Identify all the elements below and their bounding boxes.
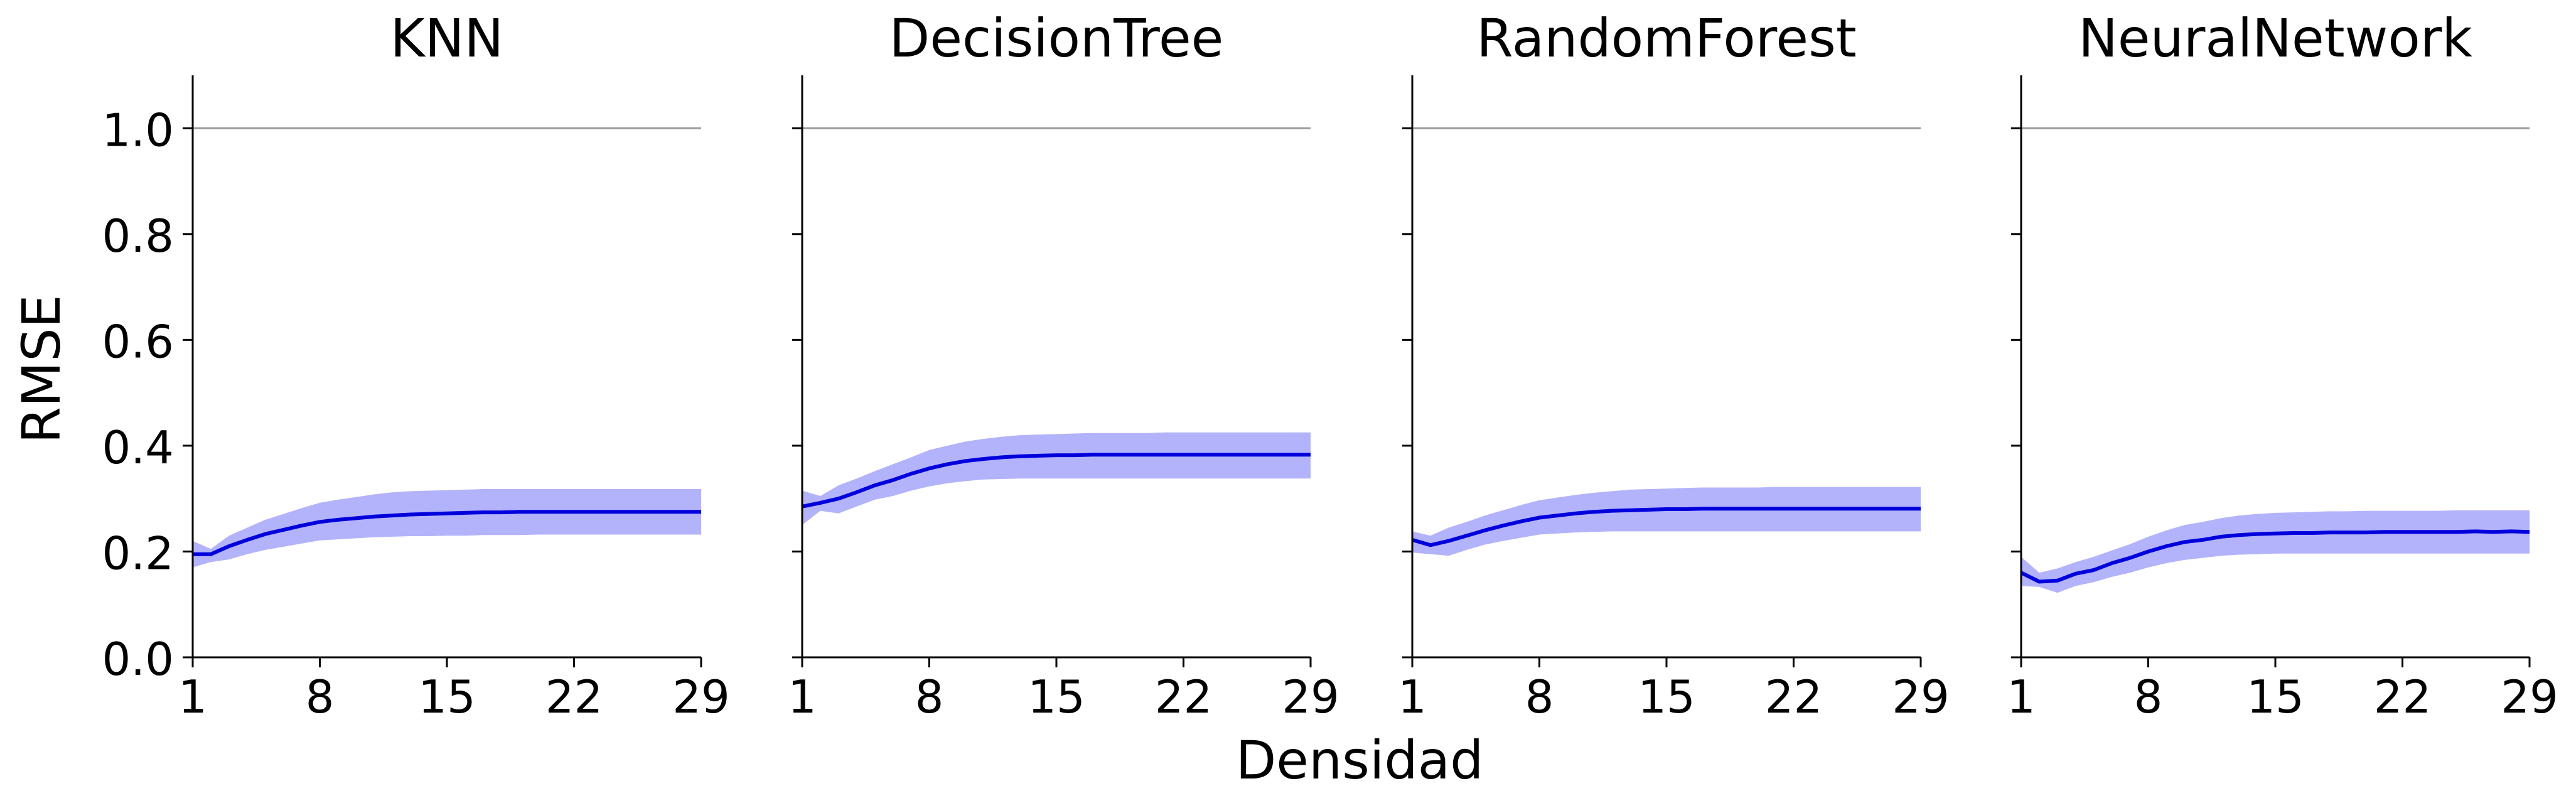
x-axis-label: Densidad [1236,730,1484,791]
y-axis-label: RMSE [11,294,72,443]
confidence-band [802,432,1311,525]
x-tick-label: 22 [2374,671,2432,723]
x-tick-label: 1 [788,671,817,723]
y-tick-label: 0.6 [102,315,174,368]
x-tick-label: 29 [1282,671,1339,723]
confidence-band [2021,510,2530,593]
series-line [1412,507,1921,547]
x-tick-label: 15 [1638,671,1695,723]
x-tick-label: 8 [306,671,335,723]
panel-randomforest: RandomForest 1 8 15 22 29 [1398,8,1950,723]
x-tick-label: 29 [2501,671,2558,723]
panel-title: DecisionTree [889,8,1224,69]
y-tick-label: 0.8 [102,210,174,262]
series-line [2020,529,2530,584]
x-tick-label: 15 [418,671,476,723]
y-tick-label: 0.2 [102,527,174,579]
x-tick-label: 15 [1028,671,1085,723]
x-tick-label: 1 [2007,671,2036,723]
panel-neuralnetwork: NeuralNetwork 1 8 15 22 29 [2007,8,2558,723]
x-tick-label: 8 [2134,671,2163,723]
confidence-band [193,489,701,568]
y-tick-label: 1.0 [102,104,174,156]
x-tick-label: 22 [545,671,603,723]
x-tick-label: 8 [1525,671,1554,723]
x-tick-label: 22 [1155,671,1213,723]
x-tick-label: 22 [1765,671,1823,723]
x-tick-label: 15 [2246,671,2304,723]
series-line [193,510,701,556]
x-tick-label: 1 [1398,671,1427,723]
x-tick-label: 29 [672,671,730,723]
series-line [802,453,1311,509]
panel-title: KNN [390,8,504,69]
panel-title: RandomForest [1476,8,1857,69]
panel-decisiontree: DecisionTree 1 8 15 22 29 [788,8,1339,723]
x-tick-label: 29 [1892,671,1950,723]
confidence-band [1412,487,1921,556]
x-tick-label: 1 [178,671,207,723]
panel-knn: KNN 0.0 0.2 0.4 0.6 0.8 1.0 1 8 15 22 29 [102,8,729,723]
y-tick-label: 0.0 [102,633,174,686]
y-tick-label: 0.4 [102,421,174,474]
panel-title: NeuralNetwork [2078,8,2472,69]
x-tick-label: 8 [915,671,944,723]
